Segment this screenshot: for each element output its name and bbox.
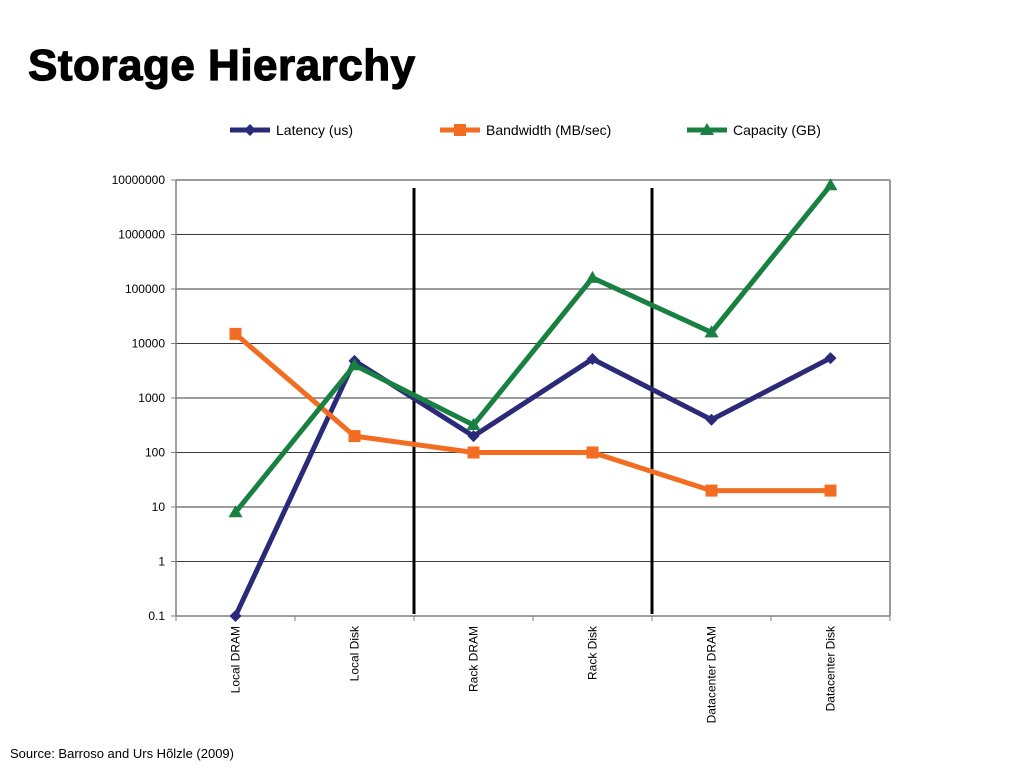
legend-label: Capacity (GB): [733, 122, 821, 138]
x-category-label: Datacenter Disk: [824, 625, 838, 711]
x-category-label: Rack DRAM: [467, 626, 481, 692]
x-category-label: Local DRAM: [229, 626, 243, 693]
data-point-1: [348, 430, 361, 443]
y-tick-label: 100000: [125, 282, 165, 296]
data-point-1: [229, 327, 242, 340]
data-point-1: [824, 484, 837, 497]
y-tick-label: 1000000: [118, 228, 165, 242]
data-point-2: [704, 325, 719, 338]
data-point-1: [467, 446, 480, 459]
legend-label: Bandwidth (MB/sec): [486, 122, 611, 138]
series-line-2: [233, 182, 833, 515]
y-tick-label: 10: [152, 500, 166, 514]
series-line-0: [233, 355, 833, 619]
y-tick-label: 100: [145, 446, 165, 460]
data-point-0: [467, 430, 480, 443]
data-point-1: [586, 446, 599, 459]
data-point-0: [229, 610, 242, 622]
y-tick-label: 10000: [132, 337, 166, 351]
source-note: Source: Barroso and Urs Hõlzle (2009): [10, 746, 234, 761]
legend-marker: [700, 123, 714, 135]
y-tick-label: 1: [158, 555, 165, 569]
legend-label: Latency (us): [276, 122, 353, 138]
data-point-2: [347, 358, 362, 371]
data-point-0: [586, 352, 599, 365]
data-point-2: [228, 505, 243, 518]
data-point-0: [705, 413, 718, 426]
data-point-2: [823, 178, 838, 191]
data-point-2: [466, 417, 481, 430]
legend-marker: [454, 124, 466, 136]
data-point-2: [585, 270, 600, 283]
y-tick-label: 0.1: [148, 609, 165, 623]
data-point-0: [824, 352, 837, 365]
legend-marker: [244, 124, 256, 136]
slide-title: Storage Hierarchy: [27, 41, 416, 90]
y-tick-label: 10000000: [112, 173, 166, 187]
series-line-1: [233, 331, 833, 494]
plot-area: 0.1 1 10 100 1000 10000 100000 1000000 10000000 L…: [112, 173, 891, 723]
x-category-label: Datacenter DRAM: [705, 626, 719, 723]
x-category-label: Rack Disk: [586, 625, 600, 680]
chart-legend: Latency (us) Bandwidth (MB/sec) Capacity (…: [230, 122, 821, 138]
x-category-label: Local Disk: [348, 625, 362, 681]
y-tick-label: 1000: [138, 391, 165, 405]
data-point-1: [705, 484, 718, 497]
